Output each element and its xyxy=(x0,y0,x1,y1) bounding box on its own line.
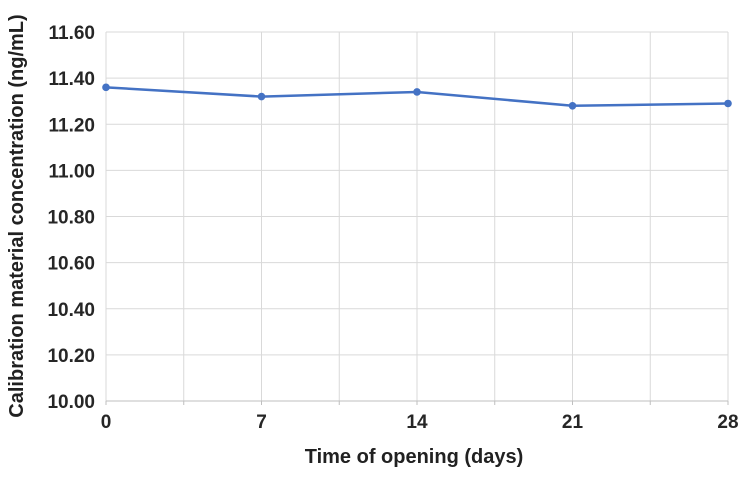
y-tick-label: 11.20 xyxy=(49,115,96,136)
y-tick-label: 10.40 xyxy=(47,300,95,321)
x-tick-label: 14 xyxy=(406,412,428,433)
x-tick-label: 7 xyxy=(256,412,267,433)
y-tick-label: 11.40 xyxy=(49,69,96,90)
y-tick-label: 10.80 xyxy=(47,208,95,229)
data-point-marker xyxy=(568,102,577,110)
data-point-marker xyxy=(724,99,732,108)
y-tick-label: 11.60 xyxy=(49,23,96,44)
x-tick-label: 28 xyxy=(717,412,738,433)
y-tick-label: 10.00 xyxy=(47,392,95,413)
y-axis-title: Calibration material concentration (ng/m… xyxy=(6,14,28,418)
data-point-marker xyxy=(102,83,110,92)
y-tick-label: 11.00 xyxy=(49,161,96,182)
data-point-marker xyxy=(413,88,421,96)
x-axis-title: Time of opening (days) xyxy=(304,446,524,468)
y-tick-label: 10.60 xyxy=(47,254,95,275)
x-tick-label: 0 xyxy=(101,412,112,433)
y-tick-label: 10.20 xyxy=(47,346,95,367)
data-point-marker xyxy=(257,92,266,101)
x-tick-label: 21 xyxy=(562,412,584,433)
